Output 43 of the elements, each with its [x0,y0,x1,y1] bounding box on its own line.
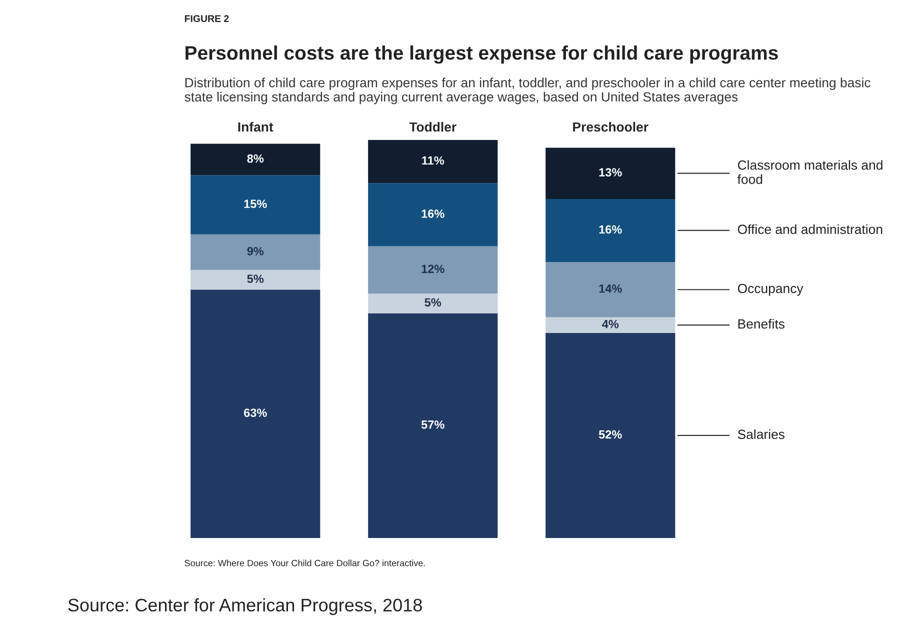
bar [368,183,498,246]
text: Salaries [738,429,784,440]
source-note: Source: Where Does Your Child Care Dollar Go? interactive. [184,560,425,566]
bar [546,317,676,333]
text: Benefits [738,318,784,329]
data-label: 52% [598,430,622,439]
bar [368,313,498,538]
data-label: 4% [602,320,619,328]
data-label: 63% [244,408,267,417]
data-label: 16% [422,210,444,218]
data-label: 9% [247,246,264,256]
data-label: 13% [599,168,622,177]
chart-subtitle: Distribution of child care program expenses for an infant, toddler, and preschooler in a child care center meeting basic state licensing standards and paying current average wages, based on United States averages [184,78,870,104]
bar [190,234,320,270]
bar [190,144,320,176]
bar [368,246,498,294]
data-label: 57% [421,420,444,429]
bar [546,332,676,538]
text: Occupancy [738,284,804,296]
caption: FIGURE 2 [184,15,229,22]
data-label: 5% [424,298,442,307]
chart-title: Personnel costs are the largest expense for child care programs [186,45,778,64]
text: Classroom materials and food [737,160,882,184]
x-tick-label: Preschooler [573,122,648,132]
data-label: 15% [244,200,267,208]
source-note: Source: Center for American Progress, 2018 [68,598,422,616]
x-tick-label: Toddler [409,122,456,132]
x-tick-label: Infant [238,122,274,132]
data-label: 8% [247,154,264,163]
data-label: 14% [599,284,622,293]
bar [368,294,498,314]
data-label: 16% [599,225,622,234]
bar [190,290,320,538]
text: Office and administration [738,224,882,234]
data-label: 5% [247,274,264,283]
bar [190,175,320,234]
bar [190,270,320,290]
bar [546,148,676,199]
data-label: 11% [422,156,444,165]
bar [546,198,676,262]
data-label: 12% [422,264,444,274]
bar [368,140,498,184]
bar [546,262,676,318]
